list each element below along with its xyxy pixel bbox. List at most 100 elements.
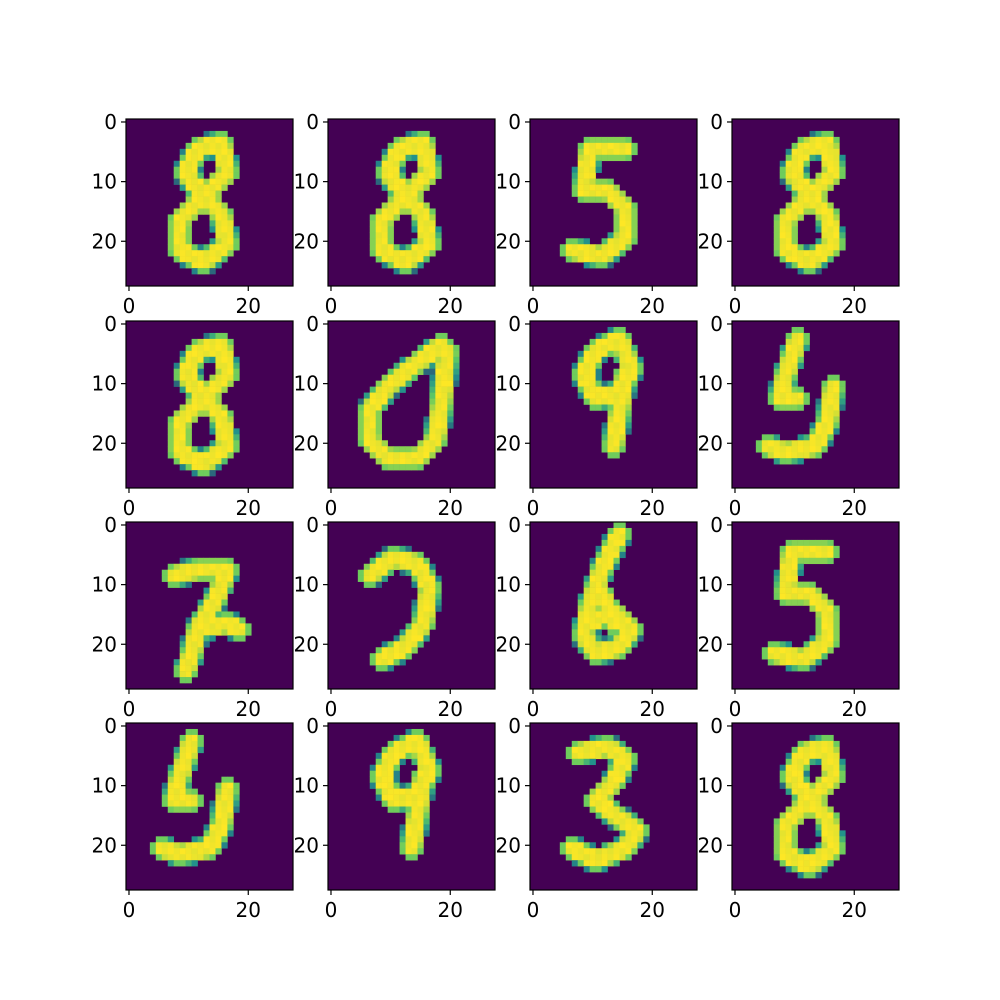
pixel — [381, 641, 388, 648]
pixel — [393, 244, 400, 251]
pixel — [393, 202, 400, 209]
pixel — [215, 178, 222, 185]
pixel — [179, 677, 186, 684]
pixel — [589, 587, 596, 594]
pixel — [429, 148, 436, 156]
pixel — [803, 154, 810, 162]
pixel — [785, 452, 792, 459]
pixel — [179, 788, 186, 795]
pixel — [167, 569, 175, 576]
pixel — [601, 190, 608, 197]
pixel — [191, 623, 198, 630]
pixel — [607, 350, 614, 358]
pixel — [625, 380, 632, 387]
pixel — [209, 605, 216, 612]
pixel — [399, 184, 406, 191]
pixel — [435, 581, 442, 588]
pixel — [375, 392, 382, 399]
pixel — [191, 380, 198, 387]
pixel — [613, 788, 620, 795]
y-tick-label: 0 — [104, 312, 117, 336]
pixel — [601, 350, 608, 358]
pixel — [375, 160, 382, 168]
pixel — [167, 428, 175, 435]
pixel — [577, 350, 584, 358]
pixel — [809, 782, 816, 789]
pixel — [197, 410, 204, 417]
pixel — [215, 214, 222, 221]
pixel — [399, 446, 406, 453]
pixel — [773, 214, 781, 221]
pixel — [815, 136, 822, 144]
pixel — [583, 392, 590, 399]
pixel — [375, 226, 382, 233]
pixel — [791, 776, 798, 783]
pixel — [209, 812, 216, 819]
pixel — [203, 410, 210, 417]
pixel — [417, 184, 424, 191]
pixel — [797, 569, 804, 576]
pixel — [797, 854, 804, 861]
pixel — [613, 557, 620, 565]
pixel — [357, 410, 365, 417]
pixel — [405, 830, 412, 837]
pixel — [221, 142, 228, 150]
pixel — [221, 154, 228, 162]
pixel — [833, 208, 840, 215]
pixel — [589, 623, 596, 630]
pixel — [209, 452, 216, 459]
pixel — [565, 836, 573, 843]
pixel — [203, 623, 210, 630]
y-tick-label: 10 — [294, 774, 319, 798]
pixel — [625, 374, 632, 381]
pixel — [203, 142, 210, 150]
pixel — [167, 854, 175, 861]
pixel — [185, 416, 192, 423]
pixel — [393, 268, 400, 275]
pixel — [369, 440, 377, 447]
pixel — [797, 866, 804, 873]
pixel — [779, 563, 786, 571]
pixel — [179, 422, 186, 429]
pixel — [583, 356, 590, 364]
pixel — [423, 178, 430, 185]
pixel — [167, 434, 175, 441]
pixel — [827, 172, 834, 179]
pixel — [607, 611, 614, 618]
pixel — [613, 428, 620, 435]
pixel — [809, 653, 816, 660]
pixel — [785, 806, 792, 813]
pixel — [221, 575, 228, 582]
pixel — [827, 842, 834, 849]
pixel — [803, 196, 810, 203]
pixel — [791, 214, 798, 221]
pixel — [399, 244, 406, 251]
pixel — [393, 776, 400, 783]
pixel — [779, 641, 786, 648]
pixel — [387, 142, 394, 150]
pixel — [173, 848, 180, 855]
pixel — [191, 398, 198, 405]
pixel — [565, 854, 573, 861]
pixel — [791, 226, 798, 233]
pixel — [601, 641, 608, 648]
pixel — [203, 202, 210, 209]
x-tick-label: 0 — [325, 496, 338, 520]
pixel — [797, 362, 804, 370]
pixel — [607, 238, 614, 245]
pixel — [203, 380, 210, 387]
pixel — [221, 818, 228, 825]
pixel — [375, 653, 382, 660]
pixel — [221, 148, 228, 156]
pixel — [613, 398, 620, 405]
pixel — [613, 563, 620, 571]
pixel — [239, 635, 246, 642]
pixel — [613, 356, 620, 364]
y-tick-label: 0 — [104, 714, 117, 738]
pixel — [625, 332, 632, 340]
pixel — [791, 368, 798, 375]
pixel — [179, 262, 186, 269]
pixel — [369, 428, 377, 435]
pixel — [393, 136, 400, 144]
